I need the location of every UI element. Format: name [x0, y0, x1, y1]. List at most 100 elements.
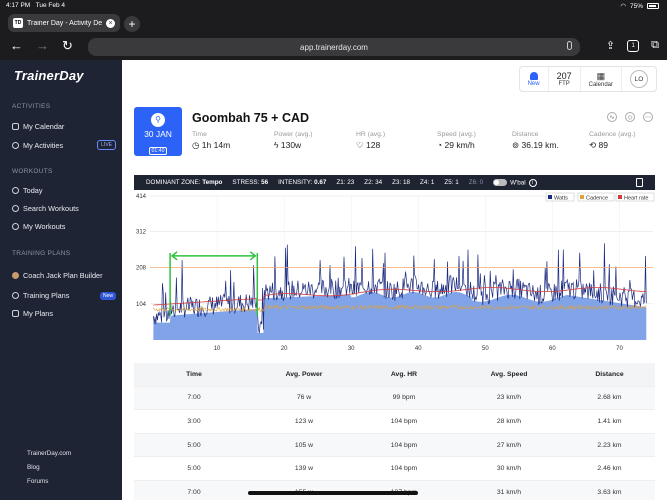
legend-item-cadence[interactable]: Cadence — [577, 192, 615, 202]
forward-button[interactable]: → — [36, 38, 49, 53]
heart-rate-series-line — [153, 287, 647, 306]
notifications-button[interactable]: New — [520, 67, 549, 91]
legend-label: Watts — [554, 196, 568, 202]
table-row[interactable]: 5:00 105 w 104 bpm 27 km/h 2.23 km — [134, 433, 655, 458]
more-options-icon[interactable]: ⋯ — [643, 112, 653, 122]
section-workouts: WORKOUTS — [12, 168, 53, 175]
legend-item-watts[interactable]: Watts — [545, 192, 575, 202]
browser-tab[interactable]: TD Trainer Day - Activity De × — [8, 14, 120, 32]
address-bar[interactable]: app.trainerday.com — [88, 38, 580, 56]
ftp-display[interactable]: 207 FTP — [549, 67, 581, 91]
legend-box — [615, 192, 655, 202]
stat-heart-rate: HR (avg.) ♡ 128 — [356, 131, 386, 150]
dominant-zone: DOMINANT ZONE: Tempo — [146, 179, 223, 186]
x-tick-label: 50 — [482, 346, 489, 352]
table-row[interactable]: 3:00 123 w 104 bpm 28 km/h 1.41 km — [134, 410, 655, 434]
stat-distance: Distance ⊚ 36.19 km. — [512, 131, 559, 150]
legend-box — [577, 192, 615, 202]
table-row[interactable]: 5:00 139 w 104 bpm 30 km/h 2.46 km — [134, 457, 655, 481]
wbal-toggle[interactable]: W'bal i — [493, 178, 537, 187]
x-tick-label: 10 — [214, 346, 221, 352]
calculator-icon[interactable] — [636, 178, 643, 187]
settings-icon — [12, 292, 19, 299]
footer-link-forums[interactable]: Forums — [27, 478, 49, 485]
lightning-icon: ϟ — [274, 140, 279, 150]
highlight-arrow-left — [170, 251, 178, 261]
trainerday-logo[interactable]: TrainerDay — [14, 68, 84, 83]
tab-strip: TD Trainer Day - Activity De × + — [0, 12, 667, 34]
user-menu[interactable]: LO — [622, 67, 656, 91]
tab-count-button[interactable]: 1 — [627, 39, 640, 52]
intervals-table: Time Avg. Power Avg. HR Avg. Speed Dista… — [134, 363, 655, 500]
x-tick-label: 60 — [549, 346, 556, 352]
battery-percent: 75% — [629, 2, 643, 10]
clock-icon: ◷ — [192, 140, 200, 150]
footer-link-blog[interactable]: Blog — [27, 464, 40, 471]
chart-svg: 104 208 312 414 10 20 30 40 50 60 70 Watts Cadence He… — [136, 192, 655, 352]
y-tick-label: 208 — [136, 266, 147, 272]
legend-box — [545, 192, 575, 202]
speedometer-icon: ◔ — [437, 140, 443, 150]
cadence-series-line — [153, 304, 647, 313]
sidebar-item-my-plans[interactable]: My Plans — [12, 309, 116, 318]
sidebar-item-training-plans[interactable]: Training Plans New — [12, 291, 116, 300]
sidebar-item-search-workouts[interactable]: Search Workouts — [12, 204, 116, 213]
zone-z1: Z1: 23 — [336, 179, 355, 186]
home-indicator[interactable] — [248, 491, 418, 495]
sidebar-item-my-workouts[interactable]: My Workouts — [12, 222, 116, 231]
sidebar-item-my-activities[interactable]: My Activities LIVE — [12, 140, 116, 150]
stat-power: Power (avg.) ϟ 130w — [274, 131, 313, 150]
new-tab-button[interactable]: + — [124, 16, 140, 32]
battery-icon — [647, 3, 659, 9]
sidebar-item-coach-jack[interactable]: Coach Jack Plan Builder — [12, 271, 116, 280]
microphone-icon[interactable] — [567, 41, 572, 50]
legend-swatch — [580, 195, 584, 199]
main-content: New 207 FTP ▦ Calendar LO ⚲ 30 JAN 01:40… — [122, 60, 667, 500]
strava-icon[interactable]: ∿ — [607, 112, 617, 122]
legend-item-heart-rate[interactable]: Heart rate — [615, 192, 655, 202]
activity-chart[interactable]: 104 208 312 414 10 20 30 40 50 60 70 Watts Cadence He… — [134, 192, 655, 354]
document-icon — [12, 310, 19, 317]
x-tick-label: 70 — [616, 346, 623, 352]
stat-cadence: Cadence (avg.) ⟲ 89 — [589, 131, 636, 150]
clock-icon — [12, 187, 19, 194]
avatar: LO — [630, 70, 648, 88]
browser-toolbar: ← → ↻ app.trainerday.com ⇪ 1 ⧉ — [0, 34, 667, 60]
zone-z5: Z5: 1 — [444, 179, 459, 186]
dropbox-icon[interactable]: ◇ — [625, 112, 635, 122]
legend-swatch — [618, 195, 622, 199]
header-time: Time — [186, 370, 202, 378]
share-icon[interactable]: ⇪ — [605, 40, 616, 52]
legend-swatch — [548, 195, 552, 199]
status-time: 4:17 PM Tue Feb 4 — [6, 2, 66, 9]
footer-link-trainerday[interactable]: TrainerDay.com — [27, 450, 72, 457]
calendar-button[interactable]: ▦ Calendar — [581, 67, 622, 91]
reload-button[interactable]: ↻ — [62, 38, 73, 53]
stat-speed: Speed (avg.) ◔ 29 km/h — [437, 131, 476, 150]
top-right-controls: New 207 FTP ▦ Calendar LO — [518, 66, 657, 92]
zone-z4: Z4: 1 — [420, 179, 435, 186]
activity-actions: ∿ ◇ ⋯ — [607, 112, 653, 122]
back-button[interactable]: ← — [10, 38, 23, 53]
info-icon[interactable]: i — [528, 178, 537, 187]
url-text: app.trainerday.com — [300, 42, 368, 52]
sidebar-item-today[interactable]: Today — [12, 186, 116, 195]
bell-icon — [529, 71, 538, 80]
tabs-overview-icon[interactable]: ⧉ — [651, 39, 659, 51]
status-right: ◠ 75% — [620, 2, 659, 10]
legend-label: Heart rate — [624, 196, 648, 202]
bike-icon: ⚲ — [151, 113, 165, 127]
close-tab-icon[interactable]: × — [106, 18, 115, 28]
header-avg-power: Avg. Power — [285, 370, 323, 378]
section-activities: ACTIVITIES — [12, 103, 51, 110]
sidebar-item-my-calendar[interactable]: My Calendar — [12, 122, 116, 131]
route-icon: ⊚ — [512, 140, 520, 150]
legend-label: Cadence — [586, 196, 608, 202]
x-tick-label: 30 — [348, 346, 355, 352]
toggle-switch[interactable] — [493, 179, 508, 186]
calendar-icon — [12, 123, 19, 130]
table-row[interactable]: 7:00 76 w 99 bpm 23 km/h 2.68 km — [134, 386, 655, 411]
table-header: Time Avg. Power Avg. HR Avg. Speed Dista… — [134, 363, 655, 387]
activity-title: Goombah 75 + CAD — [192, 111, 310, 125]
watts-series-line — [153, 243, 647, 334]
